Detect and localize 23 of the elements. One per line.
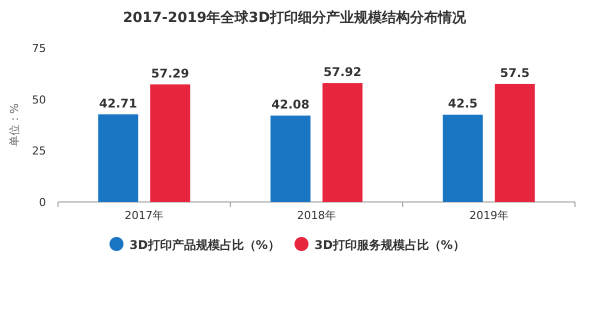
- bar: [494, 84, 535, 202]
- data-label: 57.5: [500, 66, 530, 80]
- x-tick-label: 2017年: [124, 209, 164, 222]
- bar: [150, 84, 190, 202]
- bar: [98, 114, 138, 202]
- y-tick-label: 0: [39, 196, 46, 209]
- bar: [270, 116, 310, 202]
- chart-title: 2017-2019年全球3D打印细分产业规模结构分布情况: [122, 9, 468, 26]
- y-axis-title: 单位：%: [8, 103, 21, 147]
- data-label: 42.5: [448, 96, 478, 111]
- y-tick-label: 75: [32, 42, 46, 55]
- x-tick-label: 2019年: [469, 209, 508, 222]
- x-tick-label: 2018年: [297, 209, 336, 222]
- data-label: 42.71: [99, 96, 138, 110]
- data-label: 57.29: [151, 66, 190, 80]
- bar: [322, 83, 362, 202]
- legend-label: 3D打印产品规模占比（%）: [130, 238, 280, 252]
- y-tick-label: 25: [32, 144, 46, 158]
- data-label: 57.92: [324, 65, 362, 80]
- y-tick-label: 50: [32, 93, 46, 106]
- bar: [442, 114, 483, 202]
- legend-label: 3D打印服务规模占比（%）: [314, 238, 465, 252]
- data-label: 42.08: [272, 98, 310, 112]
